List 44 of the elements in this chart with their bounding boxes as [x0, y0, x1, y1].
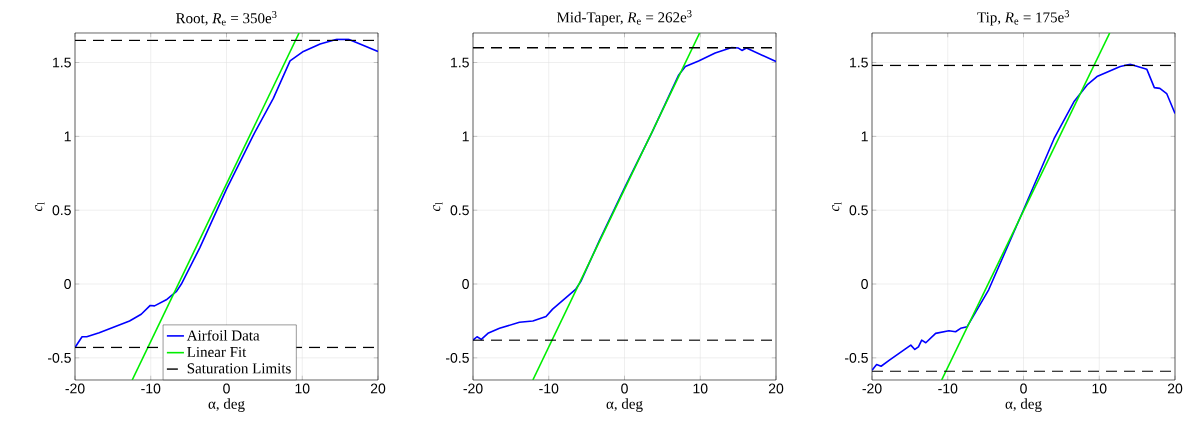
x-tick-label: -10	[141, 383, 161, 394]
legend-label: Airfoil Data	[186, 329, 260, 341]
y-tick-label: 1	[64, 131, 71, 142]
x-axis-title: α, deg	[208, 398, 245, 412]
x-tick-label: 20	[1167, 383, 1183, 394]
x-tick-label: -20	[463, 383, 483, 394]
legend-label: Saturation Limits	[187, 363, 291, 374]
x-tick-label: 20	[370, 383, 386, 394]
y-tick-label: 0.5	[52, 205, 71, 216]
x-tick-label: 0	[223, 383, 230, 394]
y-tick-label: 1.5	[451, 57, 469, 68]
y-tick-label: 0	[861, 279, 868, 289]
x-tick-label: -10	[539, 383, 559, 394]
y-tick-label: 0	[64, 279, 71, 289]
x-tick-label: -20	[862, 383, 882, 394]
y-tick-label: -0.5	[844, 352, 868, 363]
chart-title: Tip, R$_{e}$ = 175e$^{3}$	[977, 10, 1070, 26]
y-tick-label: 0.5	[849, 205, 868, 216]
y-axis-title: c$_{l}$	[433, 202, 443, 212]
y-tick-label: 1	[462, 131, 469, 142]
line-series	[75, 38, 378, 349]
x-tick-label: -20	[65, 383, 85, 394]
chart-title: Mid-Taper, R$_{e}$ = 262e$^{3}$	[556, 10, 692, 26]
x-tick-label: 10	[693, 383, 708, 394]
y-tick-label: 1.5	[53, 57, 71, 68]
y-tick-label: 1	[861, 131, 868, 142]
y-tick-label: 0	[462, 279, 469, 289]
x-tick-label: 20	[768, 383, 784, 394]
y-tick-label: -0.5	[445, 352, 469, 363]
y-tick-label: 1.5	[850, 57, 868, 68]
x-axis-title: α, deg	[1005, 398, 1042, 412]
y-axis-title: c$_{l}$	[832, 202, 842, 212]
y-tick-label: -0.5	[47, 352, 71, 363]
chart-title: Root, R$_{e}$ = 350e$^{3}$	[176, 10, 277, 26]
y-tick-label: 0.5	[450, 205, 469, 216]
legend-label: Linear Fit	[187, 346, 247, 358]
y-axis-title: c$_{l}$	[35, 202, 45, 212]
x-axis-title: α, deg	[606, 398, 643, 412]
x-tick-label: 0	[621, 383, 628, 394]
x-tick-label: -10	[938, 383, 958, 394]
x-tick-label: 10	[1092, 383, 1107, 394]
x-tick-label: 10	[295, 383, 310, 394]
x-tick-label: 0	[1020, 383, 1027, 394]
line-series	[872, 63, 1176, 372]
